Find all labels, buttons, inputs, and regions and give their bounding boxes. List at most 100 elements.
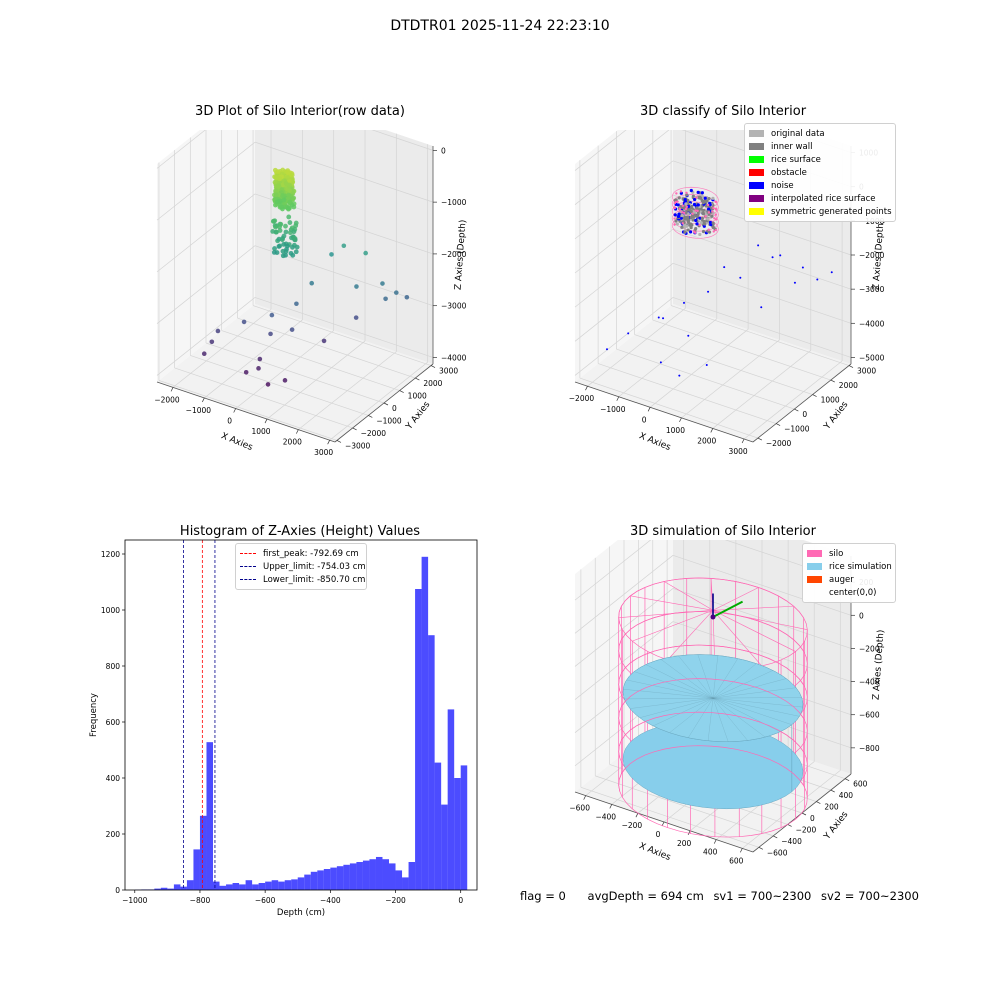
classified-point — [701, 211, 705, 215]
x-tick-label: 3000 — [314, 448, 333, 457]
x-tick-label: −400 — [595, 812, 616, 821]
grid-line — [681, 339, 780, 419]
symmetric-point — [693, 231, 697, 234]
data-point — [256, 366, 261, 371]
grid-line — [574, 621, 674, 700]
legend-item: center(0,0) — [807, 586, 891, 599]
y-tick-label: 0 — [392, 404, 397, 413]
legend-item: rice simulation — [807, 560, 892, 573]
legend-swatch — [807, 563, 822, 570]
classified-point — [707, 197, 711, 201]
x-axis-label: X Axies — [637, 841, 672, 863]
silo-wireframe-ring-front — [618, 678, 804, 725]
data-point — [243, 370, 249, 375]
x-tick-mark — [616, 396, 620, 401]
z-tick-label: −5000 — [859, 353, 885, 362]
x-tick-label: 1000 — [251, 427, 270, 436]
data-point — [283, 181, 289, 186]
noise-point — [707, 290, 710, 293]
noise-point — [723, 266, 726, 269]
classified-point — [700, 191, 704, 195]
z-tick-label: −1000 — [441, 198, 467, 207]
data-point — [280, 253, 286, 259]
data-point — [278, 203, 283, 209]
grid-line — [156, 130, 206, 169]
x-tick-mark — [679, 417, 682, 423]
y-tick-label: 2000 — [839, 381, 858, 390]
data-point — [271, 249, 277, 255]
legend-item: Lower_limit: -850.70 cm — [240, 573, 365, 586]
grid-line — [672, 228, 852, 290]
data-point — [287, 230, 293, 236]
data-point — [278, 221, 284, 227]
classified-point — [673, 213, 677, 217]
classified-point — [685, 193, 689, 197]
histogram-bar — [284, 880, 292, 890]
grid-line — [371, 130, 434, 151]
classified-point — [684, 202, 688, 206]
data-point — [285, 169, 290, 175]
data-point — [269, 312, 275, 318]
classified-point — [682, 216, 687, 221]
y-tick-label: 0 — [802, 410, 807, 419]
x-tick-label: 600 — [729, 856, 744, 865]
status-line: flag = 0 avgDepth = 694 cm sv1 = 700~230… — [520, 889, 925, 903]
x-tick-mark — [170, 387, 174, 392]
grid-line — [652, 319, 831, 381]
y-tick-mark — [787, 824, 792, 827]
y-tick-label: 2000 — [423, 379, 442, 388]
silo-wireframe-ring-front — [618, 577, 804, 624]
y-tick-mark — [399, 390, 404, 393]
histogram-bar — [369, 859, 376, 890]
histogram-bar — [382, 859, 389, 890]
histogram-bar — [245, 880, 253, 890]
z-tick-label: −3000 — [441, 302, 467, 311]
data-point — [273, 192, 279, 198]
data-point — [277, 228, 283, 233]
data-point — [281, 197, 287, 203]
status-flag: flag = 0 — [520, 889, 566, 903]
classified-point — [701, 229, 706, 234]
data-point — [294, 301, 299, 307]
y-tick-mark — [844, 778, 850, 781]
y-tick-mark — [773, 835, 778, 839]
chart-3-histogram: −1000 −800 −600 −400 −200 0 0 200 400 600 800 1000 1… — [89, 539, 478, 918]
histogram-bar — [349, 863, 357, 890]
classified-point — [710, 214, 714, 218]
legend-item: Upper_limit: -754.03 cm — [240, 560, 366, 573]
data-point — [286, 205, 291, 211]
grid-line — [156, 193, 256, 273]
symmetric-point — [678, 207, 682, 210]
x-axis-label: X Axies — [219, 431, 254, 453]
classified-point — [689, 188, 693, 193]
z-tick-label: −800 — [859, 744, 880, 753]
data-point — [273, 224, 278, 230]
pane-left — [575, 130, 673, 382]
y-tick-mark — [775, 423, 781, 426]
data-point — [286, 214, 292, 220]
z-tick-label: −3000 — [859, 285, 885, 294]
y-tick-label: −1000 — [376, 416, 402, 425]
legend-item: first_peak: -792.69 cm — [240, 547, 362, 560]
histogram-bar — [258, 883, 266, 890]
classified-point — [678, 219, 682, 223]
data-point — [272, 246, 277, 251]
grid-line — [237, 317, 416, 379]
chart-4-simulation-3d: −600−400−2000200400600−600−400−200020040… — [569, 540, 886, 865]
x-tick-mark — [264, 418, 268, 424]
z-tick-label: −4000 — [441, 353, 467, 362]
legend-label: interpolated rice surface — [771, 193, 876, 204]
noise-point — [779, 254, 782, 257]
grid-line — [672, 621, 852, 682]
data-point — [285, 243, 290, 249]
histogram-bar — [362, 860, 370, 890]
histogram-bar — [278, 881, 285, 890]
noise-point — [657, 316, 660, 319]
data-point — [285, 175, 290, 180]
data-point — [257, 356, 263, 362]
histogram-bar — [310, 871, 318, 890]
grid-line — [158, 380, 338, 441]
histogram-bar — [402, 877, 409, 890]
y-tick-mark — [757, 437, 763, 441]
grid-line — [574, 194, 674, 274]
